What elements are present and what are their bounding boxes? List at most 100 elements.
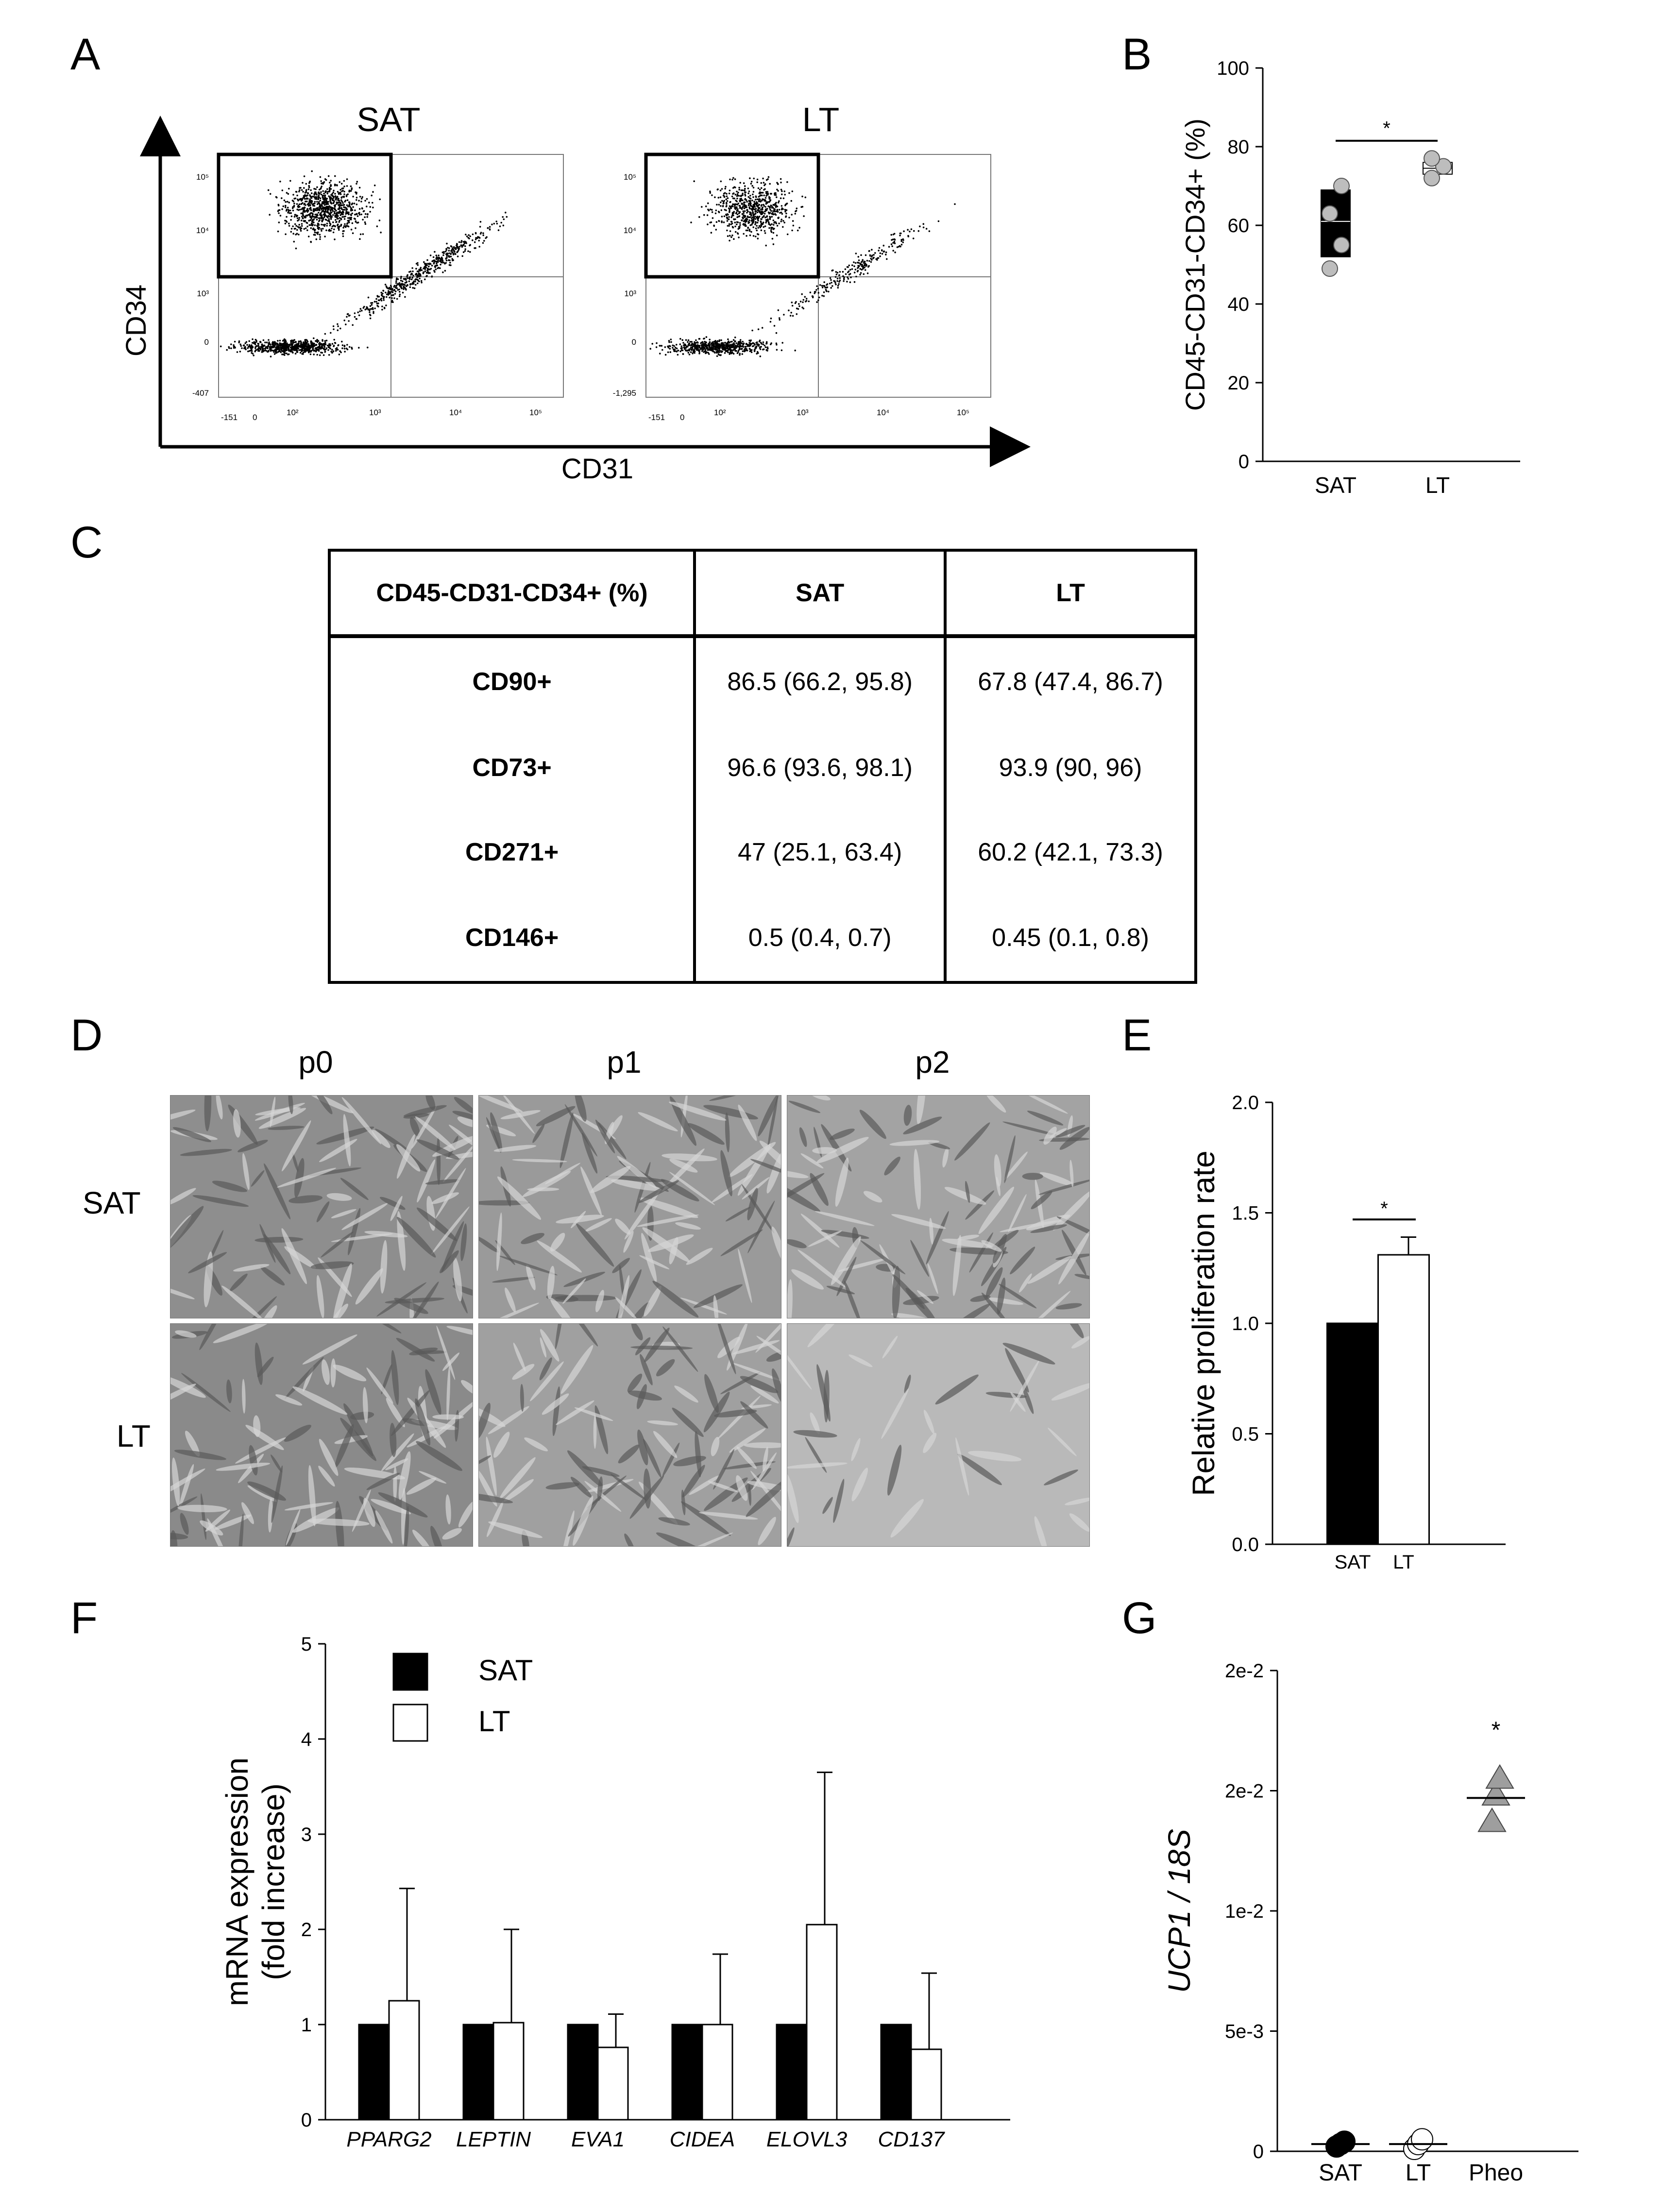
event-dot [714,212,717,215]
event-dot [474,241,476,243]
event-dot [332,351,334,353]
event-dot [756,229,758,232]
event-dot [416,270,419,272]
cell-shape [787,1527,795,1546]
event-dot [715,229,717,231]
event-dot [731,340,733,343]
event-dot [873,253,875,256]
event-dot [283,351,285,353]
event-dot [318,191,320,193]
event-dot [849,281,851,283]
event-dot [263,344,266,347]
event-dot [279,181,281,183]
event-dot [729,178,731,181]
event-dot [291,343,294,345]
event-dot [736,206,738,208]
event-dot [417,282,419,285]
event-dot [777,183,779,185]
event-dot [448,250,450,252]
event-dot [321,346,322,348]
event-dot [673,348,675,351]
event-dot [737,228,739,230]
event-dot [323,211,325,213]
event-dot [272,346,274,348]
event-dot [830,287,832,289]
event-dot [334,184,336,186]
event-dot [460,240,463,242]
event-dot [871,259,873,261]
event-dot [333,189,335,192]
event-dot [705,336,708,338]
event-dot [415,268,417,270]
event-dot [302,214,304,216]
bar-lt [910,2048,942,2121]
event-dot [894,251,896,253]
cell-shape [180,1148,232,1156]
event-dot [734,225,736,228]
event-dot [239,343,242,345]
bar-sat [358,2024,390,2121]
event-dot [736,352,739,354]
event-dot [751,221,754,224]
event-dot [756,353,758,355]
event-dot [449,259,451,261]
event-dot [753,214,755,216]
cell-shape [612,1258,630,1273]
cell-shape [416,1139,459,1160]
event-dot [765,221,767,224]
table-cell: 96.6 (93.6, 98.1) [693,726,947,810]
cell-shape [647,1420,678,1426]
event-dot [286,216,288,218]
cell-shape [406,1477,437,1495]
event-dot [860,272,862,274]
cell-shape [720,1150,732,1197]
cell-shape [460,1223,467,1261]
cell-shape [170,1496,198,1516]
event-dot [343,348,346,350]
data-point [1333,236,1350,253]
event-dot [302,353,304,355]
cell-shape [316,1275,324,1318]
event-dot [254,347,256,349]
event-dot [300,230,302,232]
cell-shape [747,1200,775,1253]
event-dot [731,179,733,181]
cell-shape [1034,1516,1048,1546]
cell-shape [910,1240,929,1277]
event-dot [737,208,739,210]
event-dot [751,219,753,221]
lt-plot-title: LT [802,101,840,138]
cell-shape [316,1201,330,1222]
event-dot [337,344,339,347]
event-dot [742,205,744,207]
sat-xtick: 10⁴ [449,408,462,417]
event-dot [729,235,731,237]
row-label: CD73+ [327,726,696,810]
event-dot [395,282,397,284]
event-dot [792,220,794,222]
cell-shape [1002,1343,1055,1365]
event-dot [336,347,338,349]
cell-shape [736,1475,748,1501]
event-dot [754,344,756,346]
event-dot [762,198,763,201]
event-dot [759,207,761,209]
event-dot [251,344,253,346]
event-dot [736,232,739,234]
event-dot [299,208,301,211]
event-dot [776,196,778,198]
event-dot [917,230,920,232]
event-dot [294,346,297,349]
event-dot [336,216,338,219]
event-dot [306,339,308,341]
event-dot [458,241,460,243]
event-dot [305,190,307,192]
cell-shape [410,1281,439,1318]
event-dot [777,190,779,192]
event-dot [744,223,746,225]
event-dot [296,351,299,353]
event-dot [332,191,334,194]
event-dot [747,210,749,213]
event-dot [714,196,716,199]
event-dot [775,221,777,223]
